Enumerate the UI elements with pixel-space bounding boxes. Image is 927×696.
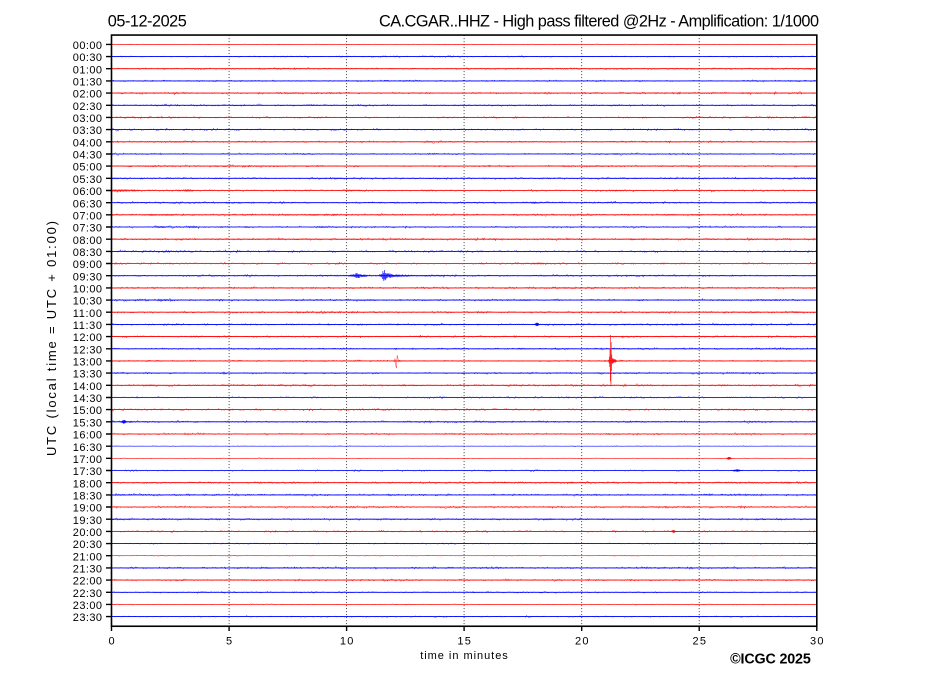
svg-text:06:30: 06:30 <box>73 198 102 210</box>
svg-text:21:00: 21:00 <box>73 551 102 563</box>
svg-text:21:30: 21:30 <box>73 564 102 576</box>
svg-text:03:30: 03:30 <box>73 125 102 137</box>
svg-text:30: 30 <box>810 635 824 647</box>
svg-text:10:30: 10:30 <box>73 296 102 308</box>
svg-text:20: 20 <box>575 635 589 647</box>
svg-text:05-12-2025: 05-12-2025 <box>108 12 187 30</box>
svg-text:08:30: 08:30 <box>73 247 102 259</box>
svg-text:19:30: 19:30 <box>73 515 102 527</box>
svg-text:00:30: 00:30 <box>73 52 102 64</box>
svg-text:09:30: 09:30 <box>73 271 102 283</box>
svg-text:13:30: 13:30 <box>73 369 102 381</box>
svg-text:17:30: 17:30 <box>73 466 102 478</box>
svg-text:04:30: 04:30 <box>73 150 102 162</box>
svg-text:20:00: 20:00 <box>73 527 102 539</box>
svg-text:00:00: 00:00 <box>73 40 102 52</box>
svg-text:UTC (local time = UTC + 01:00): UTC (local time = UTC + 01:00) <box>44 221 59 456</box>
svg-text:25: 25 <box>692 635 706 647</box>
svg-text:23:00: 23:00 <box>73 600 102 612</box>
svg-text:02:30: 02:30 <box>73 101 102 113</box>
svg-text:04:00: 04:00 <box>73 137 102 149</box>
svg-text:05:00: 05:00 <box>73 162 102 174</box>
svg-text:©ICGC 2025: ©ICGC 2025 <box>730 651 811 667</box>
svg-text:22:30: 22:30 <box>73 588 102 600</box>
svg-text:10: 10 <box>340 635 354 647</box>
svg-text:15:30: 15:30 <box>73 417 102 429</box>
svg-text:13:00: 13:00 <box>73 357 102 369</box>
svg-text:0: 0 <box>108 635 114 647</box>
svg-text:07:30: 07:30 <box>73 223 102 235</box>
svg-text:15:00: 15:00 <box>73 405 102 417</box>
svg-text:09:00: 09:00 <box>73 259 102 271</box>
svg-text:19:00: 19:00 <box>73 503 102 515</box>
svg-text:14:00: 14:00 <box>73 381 102 393</box>
svg-text:14:30: 14:30 <box>73 393 102 405</box>
svg-text:12:00: 12:00 <box>73 332 102 344</box>
svg-text:5: 5 <box>226 635 232 647</box>
svg-text:08:00: 08:00 <box>73 235 102 247</box>
svg-text:10:00: 10:00 <box>73 284 102 296</box>
svg-text:18:30: 18:30 <box>73 491 102 503</box>
svg-text:time in minutes: time in minutes <box>420 650 508 662</box>
svg-text:02:00: 02:00 <box>73 89 102 101</box>
svg-text:22:00: 22:00 <box>73 576 102 588</box>
svg-text:16:30: 16:30 <box>73 442 102 454</box>
svg-text:06:00: 06:00 <box>73 186 102 198</box>
svg-text:23:30: 23:30 <box>73 612 102 624</box>
svg-text:03:00: 03:00 <box>73 113 102 125</box>
svg-text:07:00: 07:00 <box>73 210 102 222</box>
svg-text:16:00: 16:00 <box>73 430 102 442</box>
svg-text:11:00: 11:00 <box>73 308 102 320</box>
svg-text:11:30: 11:30 <box>73 320 102 332</box>
svg-text:01:00: 01:00 <box>73 64 102 76</box>
svg-text:20:30: 20:30 <box>73 539 102 551</box>
svg-text:CA.CGAR..HHZ - High pass filte: CA.CGAR..HHZ - High pass filtered @2Hz -… <box>379 12 819 30</box>
svg-text:12:30: 12:30 <box>73 344 102 356</box>
svg-text:15: 15 <box>457 635 471 647</box>
svg-text:17:00: 17:00 <box>73 454 102 466</box>
svg-text:05:30: 05:30 <box>73 174 102 186</box>
svg-text:18:00: 18:00 <box>73 478 102 490</box>
svg-text:01:30: 01:30 <box>73 77 102 89</box>
